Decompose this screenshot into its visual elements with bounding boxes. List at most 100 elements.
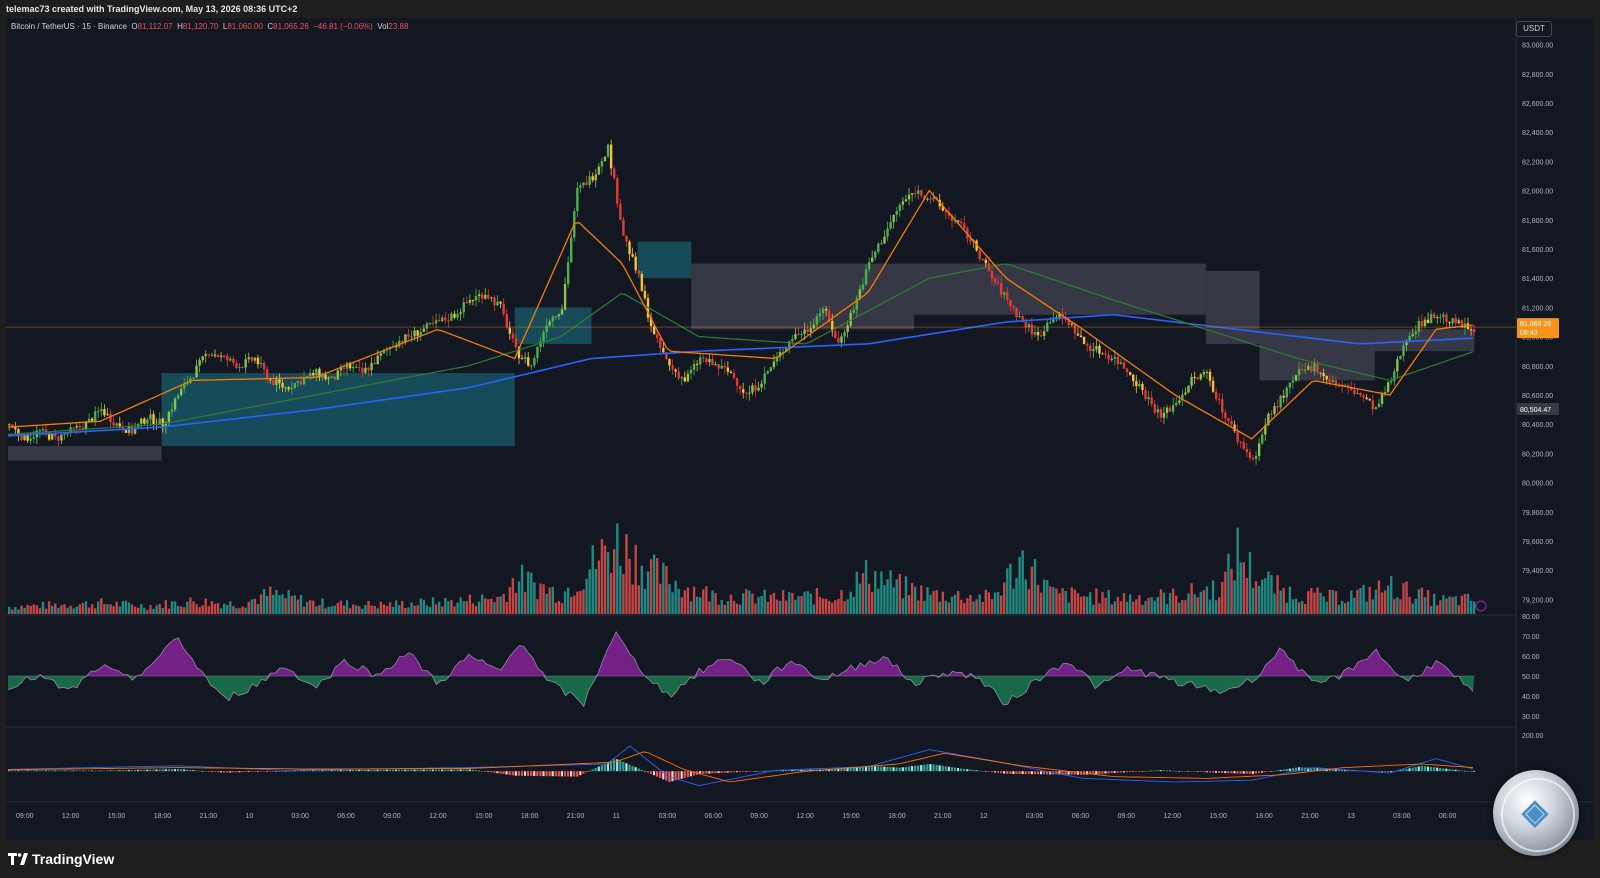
volume-bar bbox=[1036, 584, 1040, 614]
candle-body bbox=[1082, 337, 1086, 344]
macd-histogram-bar bbox=[382, 769, 385, 772]
macd-histogram-bar bbox=[858, 766, 861, 772]
macd-histogram-bar bbox=[1153, 770, 1156, 772]
macd-histogram-bar bbox=[121, 770, 124, 772]
volume-bar bbox=[849, 591, 852, 614]
volume-bar bbox=[1307, 591, 1310, 614]
time-axis-label: 09:00 bbox=[750, 813, 768, 820]
macd-histogram-bar bbox=[938, 765, 941, 772]
candle-body bbox=[1221, 399, 1224, 413]
macd-histogram-bar bbox=[244, 771, 247, 773]
volume-bar bbox=[699, 597, 702, 614]
macd-histogram-bar bbox=[447, 769, 450, 772]
macd-histogram-bar bbox=[1208, 771, 1212, 773]
time-axis-label: 21:00 bbox=[934, 813, 952, 820]
volume-bar bbox=[966, 598, 969, 614]
macd-histogram-bar bbox=[226, 771, 229, 773]
volume-bar bbox=[1089, 592, 1092, 614]
volume-bar bbox=[124, 600, 128, 614]
volume-bar bbox=[152, 608, 155, 614]
volume-bar bbox=[944, 600, 948, 614]
candle-body bbox=[849, 312, 852, 326]
volume-bar bbox=[1245, 578, 1249, 614]
macd-histogram-bar bbox=[75, 770, 78, 772]
candle-body bbox=[616, 177, 619, 204]
volume-bar bbox=[1328, 589, 1331, 614]
candle-body bbox=[542, 331, 545, 342]
volume-bar bbox=[232, 606, 235, 614]
volume-bar bbox=[63, 604, 66, 614]
candle-body bbox=[619, 203, 622, 220]
candle-body bbox=[514, 338, 518, 348]
macd-histogram-bar bbox=[17, 770, 20, 772]
volume-bar bbox=[794, 599, 797, 614]
volume-bar bbox=[20, 605, 23, 614]
candle-body bbox=[1150, 397, 1153, 405]
volume-bar bbox=[603, 545, 607, 614]
volume-bar bbox=[1276, 575, 1279, 614]
macd-histogram-bar bbox=[910, 766, 914, 772]
candle-body bbox=[837, 338, 840, 343]
candle-body bbox=[1420, 321, 1424, 327]
macd-histogram-bar bbox=[843, 768, 846, 772]
macd-histogram-bar bbox=[1175, 770, 1178, 772]
volume-bar bbox=[573, 595, 576, 614]
macd-histogram-bar bbox=[1190, 771, 1193, 772]
volume-bar bbox=[818, 597, 822, 614]
candle-body bbox=[907, 194, 911, 200]
price-tick-label: 81,800.00 bbox=[1522, 218, 1553, 225]
macd-histogram-bar bbox=[560, 771, 564, 777]
volume-bar bbox=[57, 607, 60, 614]
volume-bar bbox=[1353, 597, 1356, 614]
macd-histogram-bar bbox=[738, 771, 742, 773]
candle-body bbox=[772, 361, 776, 368]
candle-body bbox=[1242, 442, 1245, 449]
macd-histogram-bar bbox=[444, 769, 447, 772]
candle-body bbox=[1368, 399, 1371, 401]
legend-symbol[interactable]: Bitcoin / TetherUS · 15 · Binance bbox=[11, 22, 127, 31]
chart-canvas[interactable]: 83,000.00 82,800.00 82,600.00 82,400.00 82,2… bbox=[6, 18, 1594, 840]
tradingview-logo[interactable]: TradingView bbox=[8, 850, 114, 868]
volume-bar bbox=[784, 600, 788, 614]
volume-bar bbox=[1098, 603, 1101, 614]
volume-bar bbox=[738, 604, 742, 614]
volume-bar bbox=[625, 534, 628, 614]
macd-histogram-bar bbox=[861, 766, 864, 772]
candle-body bbox=[1156, 409, 1160, 413]
chart-area[interactable]: 83,000.00 82,800.00 82,600.00 82,400.00 82,2… bbox=[6, 18, 1594, 840]
macd-histogram-bar bbox=[299, 770, 302, 772]
volume-bar bbox=[1181, 600, 1184, 614]
macd-histogram-bar bbox=[265, 771, 269, 772]
volume-bar bbox=[560, 602, 564, 614]
volume-bar bbox=[1426, 590, 1430, 614]
candle-body bbox=[75, 425, 78, 428]
candle-body bbox=[1356, 392, 1359, 394]
volume-bar bbox=[155, 605, 158, 614]
candle-body bbox=[348, 362, 352, 369]
volume-bar bbox=[846, 599, 849, 614]
volume-bar bbox=[1122, 593, 1126, 614]
macd-histogram-bar bbox=[576, 771, 579, 777]
candle-body bbox=[1310, 366, 1313, 372]
volume-bar bbox=[149, 604, 152, 614]
candle-body bbox=[858, 289, 862, 298]
candle-body bbox=[1125, 368, 1129, 373]
macd-histogram-bar bbox=[336, 770, 339, 772]
candle-body bbox=[50, 434, 54, 440]
macd-histogram-bar bbox=[1457, 770, 1460, 772]
volume-bar bbox=[1144, 600, 1147, 614]
volume-bar bbox=[895, 579, 898, 614]
volume-bar bbox=[898, 574, 902, 614]
candle-body bbox=[637, 270, 640, 274]
volume-bar bbox=[548, 587, 551, 614]
candle-body bbox=[594, 174, 597, 181]
candle-body bbox=[93, 411, 97, 422]
macd-histogram-bar bbox=[950, 767, 954, 772]
volume-bar bbox=[763, 589, 766, 614]
macd-histogram-bar bbox=[1159, 770, 1162, 772]
volume-bar bbox=[422, 599, 426, 614]
currency-badge[interactable]: USDT bbox=[1516, 21, 1552, 37]
macd-histogram-bar bbox=[250, 771, 253, 772]
volume-bar bbox=[554, 602, 558, 614]
volume-bar bbox=[327, 606, 330, 614]
